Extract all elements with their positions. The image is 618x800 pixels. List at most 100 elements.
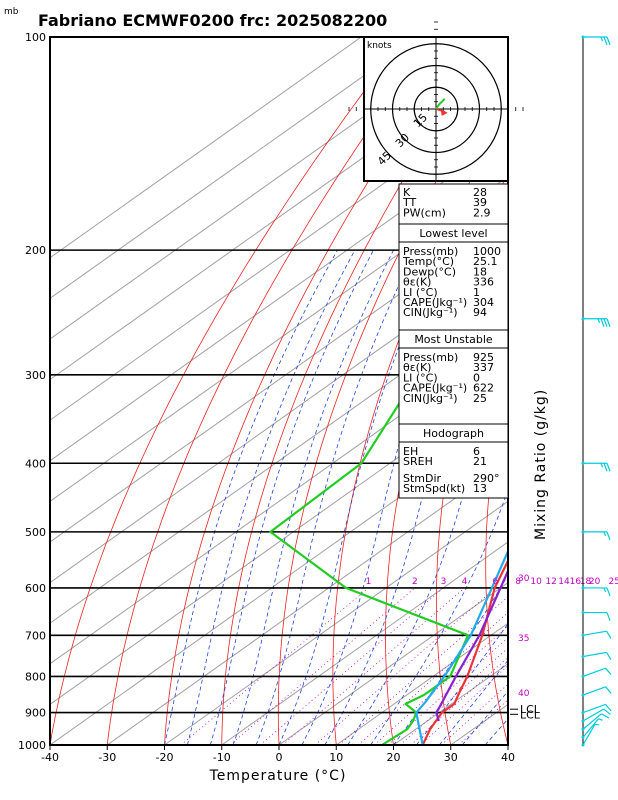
chart-title: Fabriano ECMWF0200 frc: 2025082200 bbox=[38, 11, 387, 30]
y-tick-label: 300 bbox=[25, 369, 46, 382]
wind-barb-staff bbox=[582, 713, 602, 730]
wind-barb bbox=[581, 461, 611, 472]
wind-barb-flag bbox=[606, 652, 612, 661]
mixing-ratio-label: 10 bbox=[530, 577, 542, 587]
wind-barb bbox=[581, 667, 612, 678]
wind-barb bbox=[581, 686, 612, 697]
index-label: TT bbox=[402, 196, 417, 209]
index-label: K bbox=[403, 186, 411, 199]
y-tick-label: 900 bbox=[25, 707, 46, 720]
dry-adiabat bbox=[277, 60, 508, 745]
x-axis-title: Temperature (°C) bbox=[209, 768, 347, 784]
wind-barb-flag bbox=[606, 318, 611, 327]
stat-value: 337 bbox=[473, 361, 494, 374]
wind-barb-flag bbox=[606, 463, 611, 472]
hodograph-stat-label: StmDir bbox=[403, 472, 442, 485]
storm-motion-arrowhead bbox=[440, 108, 448, 116]
isotherm bbox=[50, 419, 508, 745]
stat-label: Press(mb) bbox=[403, 245, 458, 258]
hodograph-stat-value: 290° bbox=[473, 472, 500, 485]
isotherm bbox=[50, 37, 419, 299]
hodograph-stat-label: EH bbox=[403, 445, 418, 458]
isotherm bbox=[50, 175, 508, 502]
wind-barb-half-flag bbox=[603, 587, 607, 593]
wind-barb bbox=[581, 611, 611, 621]
stats-section-header: Lowest level bbox=[419, 227, 487, 240]
wind-barb-flag bbox=[603, 708, 611, 715]
theta-e-label: 35 bbox=[518, 634, 529, 644]
lcl-label: LCL bbox=[520, 703, 541, 716]
wind-barb bbox=[581, 317, 611, 327]
stat-value: 622 bbox=[473, 382, 494, 395]
mixing-ratio-label: 16 bbox=[570, 577, 582, 587]
wind-barb-staff bbox=[582, 708, 605, 722]
stat-label: LI (°C) bbox=[403, 286, 438, 299]
stats-section-header: Hodograph bbox=[423, 427, 484, 440]
mixing-ratio-label: 3 bbox=[441, 577, 447, 587]
x-axis: -40 -30 -20 -10 0 10 20 30 40 bbox=[41, 745, 515, 764]
wind-barb-staff bbox=[582, 686, 606, 696]
wind-barb-staff bbox=[582, 651, 607, 658]
stats-table: K 28 TT 39 PW(cm) 2.9 Lowest level Press(mb) 100… bbox=[398, 183, 509, 499]
isotherm bbox=[50, 297, 508, 624]
stat-value: 336 bbox=[473, 276, 494, 289]
index-value: 28 bbox=[473, 186, 487, 199]
y-axis: 1000 900 800 700 600 500 400 300 200 100 bbox=[18, 31, 46, 752]
wind-barb bbox=[581, 651, 612, 661]
mixing-ratio-label: 1 bbox=[366, 577, 372, 587]
stat-label: CIN(Jkg⁻¹) bbox=[403, 306, 458, 319]
pressure-unit-label: mb bbox=[4, 7, 19, 17]
hodograph-stat-value: 6 bbox=[473, 445, 480, 458]
wind-barb bbox=[581, 708, 611, 723]
stat-value: 1000 bbox=[473, 245, 501, 258]
isotherm bbox=[50, 37, 477, 340]
wind-barb-staff bbox=[582, 630, 607, 636]
wind-barb-dot bbox=[581, 461, 585, 465]
mixing-ratio-line bbox=[338, 596, 508, 745]
stat-label: Temp(°C) bbox=[402, 255, 454, 268]
stat-value: 925 bbox=[473, 351, 494, 364]
dry-adiabat bbox=[485, 373, 508, 745]
stat-label: CAPE(Jkg⁻¹) bbox=[403, 296, 467, 309]
wind-barb-dot bbox=[581, 611, 585, 615]
index-label: PW(cm) bbox=[403, 206, 446, 219]
stat-label: Dewp(°C) bbox=[403, 265, 456, 278]
wind-barb-staff bbox=[582, 667, 606, 677]
wind-barb-flag bbox=[601, 713, 610, 719]
wind-barb-dot bbox=[581, 655, 585, 659]
x-tick-label: 30 bbox=[444, 751, 458, 764]
wind-barb-dot bbox=[581, 586, 585, 590]
hodograph-stat-value: 13 bbox=[473, 482, 487, 495]
x-tick-label: -20 bbox=[156, 751, 174, 764]
moist-adiabat bbox=[209, 249, 374, 745]
wind-barb-dot bbox=[581, 693, 585, 697]
stat-label: Press(mb) bbox=[403, 351, 458, 364]
wind-barb-flag bbox=[606, 531, 611, 541]
stat-value: 1 bbox=[473, 286, 480, 299]
profile-parcel_lowest bbox=[415, 548, 508, 745]
wind-barb-flag bbox=[603, 318, 608, 327]
dry-adiabat bbox=[580, 37, 618, 745]
hodograph-stat-label: SREH bbox=[403, 455, 433, 468]
wind-barb-dot bbox=[581, 530, 585, 534]
mixing-ratio-line bbox=[387, 637, 508, 745]
y-tick-label: 1000 bbox=[18, 739, 46, 752]
mixing-ratio-label: 4 bbox=[462, 577, 468, 587]
wind-barb-dot bbox=[581, 719, 585, 723]
dry-adiabat bbox=[164, 37, 465, 745]
stat-value: 25 bbox=[473, 392, 487, 405]
wind-barb bbox=[581, 718, 603, 739]
profile-temperature bbox=[421, 558, 508, 745]
mixing-ratio-axis-title: Mixing Ratio (g/kg) bbox=[533, 389, 549, 540]
wind-barb-staff bbox=[582, 703, 606, 714]
wind-barb bbox=[581, 630, 612, 639]
isotherm bbox=[50, 216, 508, 543]
wind-barb-dot bbox=[581, 711, 585, 715]
wind-barb-flag bbox=[606, 587, 611, 597]
wind-barb-flag bbox=[605, 686, 612, 694]
theta-e-label: 30 bbox=[518, 574, 530, 584]
isotherm bbox=[50, 37, 362, 259]
wind-barb-half-flag bbox=[594, 723, 600, 726]
stat-label: θε(K) bbox=[403, 361, 431, 374]
